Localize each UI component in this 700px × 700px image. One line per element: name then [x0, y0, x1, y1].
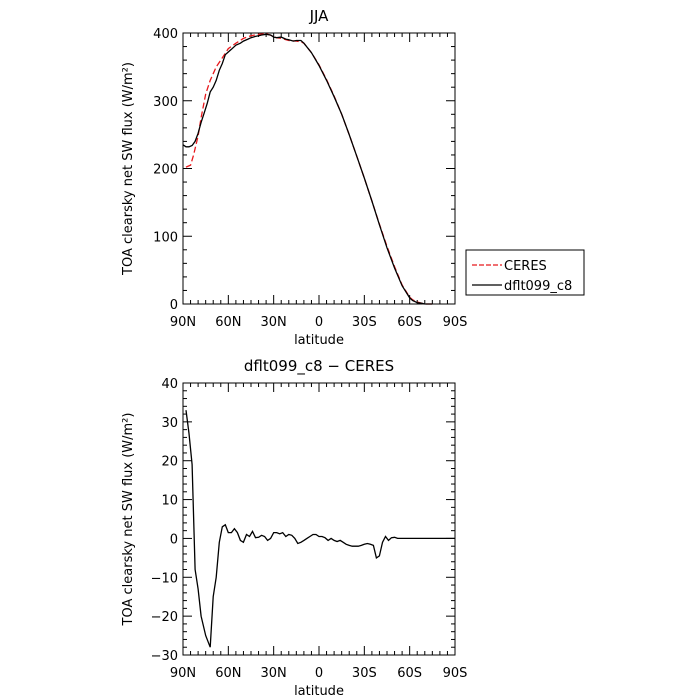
series-line-top-dflt099_c8	[182, 33, 433, 305]
x-tick-label-top: 30S	[352, 315, 377, 330]
x-tick-label-bottom: 90S	[443, 666, 468, 681]
x-tick-label-top: 0	[315, 315, 323, 330]
x-tick-label-bottom: 30S	[352, 666, 377, 681]
y-tick-label-top: 200	[153, 163, 178, 178]
x-tick-label-bottom: 30N	[261, 666, 287, 681]
legend-label-dflt099_c8: dflt099_c8	[504, 279, 572, 294]
x-tick-label-top: 60S	[397, 315, 422, 330]
legend-label-CERES: CERES	[504, 259, 547, 274]
y-tick-label-bottom: 30	[161, 416, 178, 431]
plot-frame-bottom	[182, 382, 456, 656]
y-tick-label-bottom: 20	[161, 455, 178, 470]
x-tick-label-top: 60N	[215, 315, 241, 330]
y-tick-label-bottom: −30	[151, 649, 178, 664]
series-line-bottom-diff	[185, 410, 455, 648]
y-tick-label-top: 400	[153, 27, 178, 42]
x-tick-label-top: 30N	[261, 315, 287, 330]
x-tick-label-bottom: 60N	[215, 666, 241, 681]
x-axis-label-top: latitude	[294, 333, 344, 348]
chart-title-bottom: dflt099_c8 − CERES	[244, 357, 394, 376]
y-tick-label-bottom: −20	[151, 610, 178, 625]
y-tick-label-bottom: −10	[151, 571, 178, 586]
chart-title-top: JJA	[309, 7, 330, 25]
legend-box	[465, 249, 585, 296]
x-tick-label-bottom: 0	[315, 666, 323, 681]
y-axis-label-bottom: TOA clearsky net SW flux (W/m²)	[121, 413, 136, 627]
y-tick-label-bottom: 10	[161, 494, 178, 509]
y-tick-label-bottom: 40	[161, 377, 178, 392]
y-tick-label-bottom: 0	[170, 532, 178, 547]
x-tick-label-bottom: 60S	[397, 666, 422, 681]
y-tick-label-top: 0	[170, 298, 178, 313]
series-line-top-CERES	[185, 33, 433, 305]
y-tick-label-top: 300	[153, 95, 178, 110]
x-axis-label-bottom: latitude	[294, 684, 344, 699]
plot-frame-top	[182, 32, 456, 305]
x-tick-label-top: 90N	[170, 315, 196, 330]
x-tick-label-top: 90S	[443, 315, 468, 330]
x-tick-label-bottom: 90N	[170, 666, 196, 681]
y-axis-label-top: TOA clearsky net SW flux (W/m²)	[121, 62, 136, 276]
y-tick-label-top: 100	[153, 230, 178, 245]
